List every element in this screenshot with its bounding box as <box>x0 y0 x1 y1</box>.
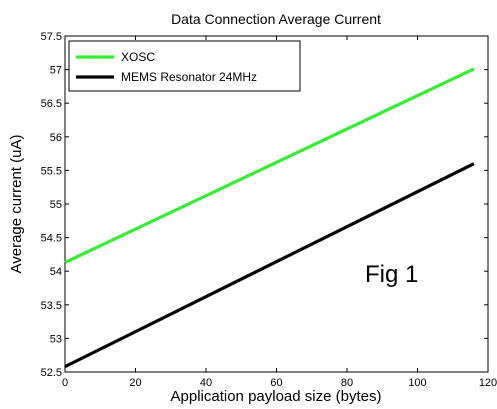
x-tick-label: 60 <box>270 377 282 389</box>
y-tick-label: 53.5 <box>41 300 62 312</box>
y-tick-label: 55.5 <box>41 165 62 177</box>
y-tick-label: 57 <box>50 65 62 77</box>
x-tick-label: 40 <box>200 377 212 389</box>
y-tick-label: 55 <box>50 199 62 211</box>
y-tick-label: 54 <box>50 266 62 278</box>
series-line-1 <box>64 162 475 369</box>
x-tick-label: 100 <box>408 377 426 389</box>
series-lines <box>64 67 475 369</box>
y-axis-title: Average current (uA) <box>8 135 25 274</box>
series-line-0 <box>64 67 475 264</box>
legend: XOSC MEMS Resonator 24MHz <box>68 40 301 92</box>
y-tick-label: 56.5 <box>41 98 62 110</box>
x-tick-label: 20 <box>129 377 141 389</box>
y-tick-label: 52.5 <box>41 367 62 379</box>
x-tick-label: 120 <box>479 377 497 389</box>
y-tick-label: 54.5 <box>41 233 62 245</box>
y-tick-label: 53 <box>50 333 62 345</box>
x-axis: 0 20 40 60 80 100 120 <box>62 36 497 389</box>
legend-box <box>68 40 301 92</box>
legend-label-mems: MEMS Resonator 24MHz <box>121 70 257 84</box>
fig-annotation: Fig 1 <box>365 261 418 288</box>
legend-label-xosc: XOSC <box>121 50 155 64</box>
x-tick-label: 80 <box>341 377 353 389</box>
plot-area <box>64 35 489 373</box>
chart-title: Data Connection Average Current <box>171 11 381 27</box>
y-tick-label: 57.5 <box>41 31 62 43</box>
y-tick-label: 56 <box>50 132 62 144</box>
x-axis-title: Application payload size (bytes) <box>171 388 382 405</box>
y-axis: 52.5 53 53.5 54 54.5 55 55.5 56 56.5 57 57.5 <box>41 31 488 379</box>
x-tick-label: 0 <box>62 377 68 389</box>
